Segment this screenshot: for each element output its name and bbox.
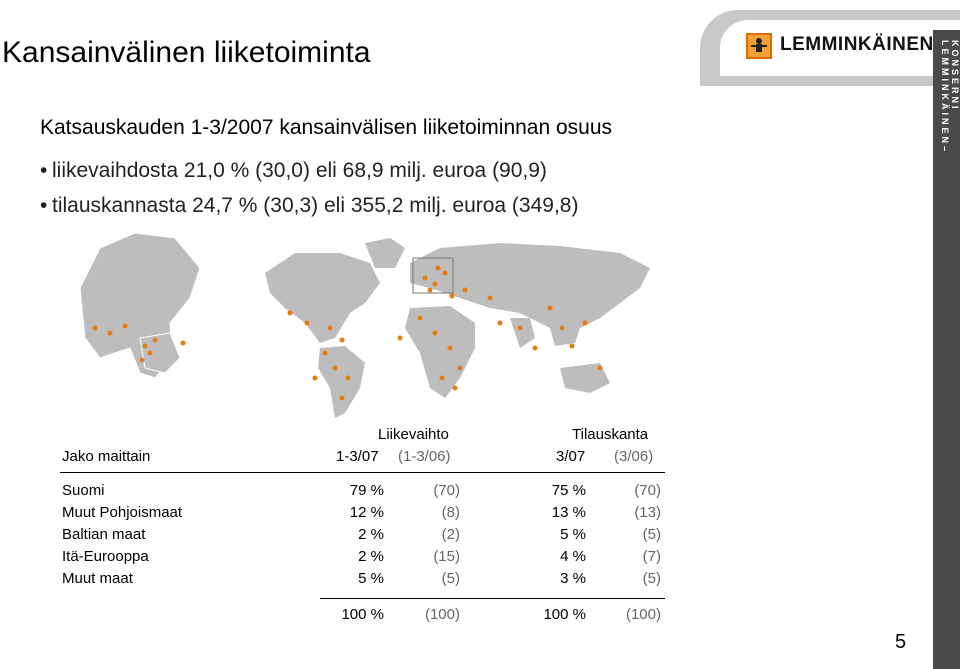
side-bar-label: LEMMINKÄINEN–KONSERNI	[940, 40, 960, 155]
sub-header: (1-3/06)	[398, 448, 451, 465]
table-cell: (5)	[642, 570, 661, 587]
bullet-item: • liikevaihdosta 21,0 % (30,0) eli 68,9 m…	[40, 157, 578, 192]
company-logo-icon	[746, 33, 772, 59]
bullet-item: • tilauskannasta 24,7 % (30,3) eli 355,2 …	[40, 192, 578, 227]
row-header: Jako maittain	[62, 448, 151, 465]
table-cell: 2 %	[358, 548, 384, 565]
table-cell: 12 %	[349, 504, 384, 521]
total-cell: 100 %	[543, 606, 586, 623]
total-cell: 100 %	[341, 606, 384, 623]
bullet-text: liikevaihdosta 21,0 % (30,0) eli 68,9 mi…	[52, 159, 547, 182]
table-row-label: Baltian maat	[62, 526, 146, 543]
table-cell: 2 %	[358, 526, 384, 543]
table-cell: (15)	[433, 548, 460, 565]
page-number: 5	[895, 631, 907, 653]
table-cell: (2)	[441, 526, 460, 543]
table-row-label: Itä-Eurooppa	[62, 548, 149, 565]
table-cell: (7)	[642, 548, 661, 565]
total-divider	[320, 598, 665, 599]
subtitle: Katsauskauden 1-3/2007 kansainvälisen li…	[40, 116, 613, 139]
logo-text: LEMMINKÄINEN	[780, 34, 934, 55]
inset-dots	[92, 323, 186, 363]
continents	[265, 238, 650, 418]
table-cell: 13 %	[551, 504, 586, 521]
highlight-box	[412, 257, 454, 294]
header-divider	[60, 472, 665, 473]
scandinavia-inset	[79, 232, 201, 379]
table-cell: 5 %	[560, 526, 586, 543]
world-map-icon	[79, 232, 650, 418]
total-cell: (100)	[424, 606, 460, 623]
table-cell: (13)	[634, 504, 661, 521]
table-row-label: Muut Pohjoismaat	[62, 504, 183, 521]
side-bar	[933, 30, 960, 669]
map-dots	[287, 265, 603, 401]
table-cell: (5)	[642, 526, 661, 543]
table-cell: 75 %	[551, 482, 586, 499]
bullet-text: tilauskannasta 24,7 % (30,3) eli 355,2 m…	[52, 194, 579, 217]
group-header-tilauskanta: Tilauskanta	[572, 426, 649, 443]
table-row-label: Muut maat	[62, 570, 133, 587]
sub-header: 1-3/07	[336, 448, 379, 465]
table-cell: 3 %	[560, 570, 586, 587]
world-map	[79, 228, 655, 418]
table-cell: 79 %	[349, 482, 384, 499]
table-cell: 4 %	[560, 548, 586, 565]
total-cell: (100)	[625, 606, 661, 623]
table-cell: (70)	[433, 482, 460, 499]
bullet-icon: •	[40, 194, 48, 217]
table-row-label: Suomi	[62, 482, 105, 499]
table-cell: 5 %	[358, 570, 384, 587]
bullet-list: • liikevaihdosta 21,0 % (30,0) eli 68,9 m…	[40, 157, 578, 227]
group-header-liikevaihto: Liikevaihto	[378, 426, 449, 443]
sub-header: (3/06)	[614, 448, 654, 465]
table-cell: (70)	[634, 482, 661, 499]
bullet-icon: •	[40, 159, 48, 182]
table-cell: (5)	[441, 570, 460, 587]
sub-header: 3/07	[556, 448, 586, 465]
page-title: Kansainvälinen liiketoiminta	[2, 36, 371, 69]
table-cell: (8)	[441, 504, 460, 521]
